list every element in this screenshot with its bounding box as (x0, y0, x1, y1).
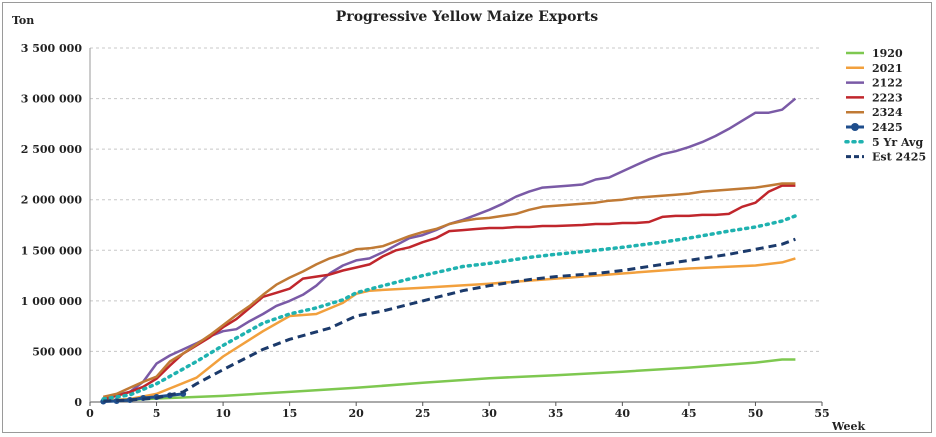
y-tick-label-0: 0 (74, 396, 82, 409)
x-tick-label-35: 35 (548, 407, 563, 420)
legend-label-2122: 2122 (872, 77, 903, 90)
x-tick-label-25: 25 (415, 407, 430, 420)
y-tick-label-500000: 500 000 (32, 345, 82, 358)
x-tick-label-40: 40 (615, 407, 631, 420)
legend-label-2021: 2021 (872, 62, 903, 75)
legend-label-2324: 2324 (872, 106, 903, 119)
x-tick-label-10: 10 (215, 407, 231, 420)
gridlines (90, 47, 822, 352)
y-tick-labels: 0 500 000 1 000 000 1 500 000 2 000 000 2 500… (21, 42, 83, 409)
legend-label-2425: 2425 (872, 121, 903, 134)
series-line-5-yr-avg (101, 214, 798, 401)
y-axis-label: Ton (12, 14, 34, 27)
chart-frame (2, 2, 932, 433)
x-tick-label-30: 30 (482, 407, 498, 420)
x-tick-label-0: 0 (86, 407, 94, 420)
series-lines (100, 97, 798, 405)
x-tick-label-45: 45 (681, 407, 696, 420)
legend-label-1920: 1920 (872, 47, 903, 60)
x-tick-label-50: 50 (748, 407, 764, 420)
series-line-2223 (103, 184, 796, 401)
series-line-1920 (103, 358, 796, 403)
y-tick-label-2500000: 2 500 000 (21, 143, 83, 156)
legend-marker-2425 (851, 123, 859, 131)
y-tick-label-1000000: 1 000 000 (21, 295, 83, 308)
legend-label-5-yr-avg: 5 Yr Avg (872, 136, 923, 149)
legend-label-2223: 2223 (872, 91, 903, 104)
series-line-2122 (103, 97, 797, 400)
x-tick-label-20: 20 (349, 407, 365, 420)
series-line-2324 (103, 182, 796, 399)
legend-label-est-2425: Est 2425 (872, 151, 926, 164)
y-tick-label-3000000: 3 000 000 (21, 93, 83, 106)
x-tick-labels: 0 5 10 15 20 25 30 35 40 45 50 55 (86, 407, 829, 420)
x-tick-label-15: 15 (282, 407, 297, 420)
axes (89, 48, 823, 406)
y-tick-label-2000000: 2 000 000 (21, 194, 83, 207)
series-line-est-2425 (103, 237, 796, 403)
x-axis-label: Week (831, 420, 865, 433)
chart-title: Progressive Yellow Maize Exports (336, 9, 599, 25)
x-tick-label-55: 55 (814, 407, 829, 420)
y-tick-label-3500000: 3 500 000 (21, 42, 83, 55)
x-tick-label-5: 5 (153, 407, 161, 420)
y-tick-label-1500000: 1 500 000 (21, 244, 83, 257)
